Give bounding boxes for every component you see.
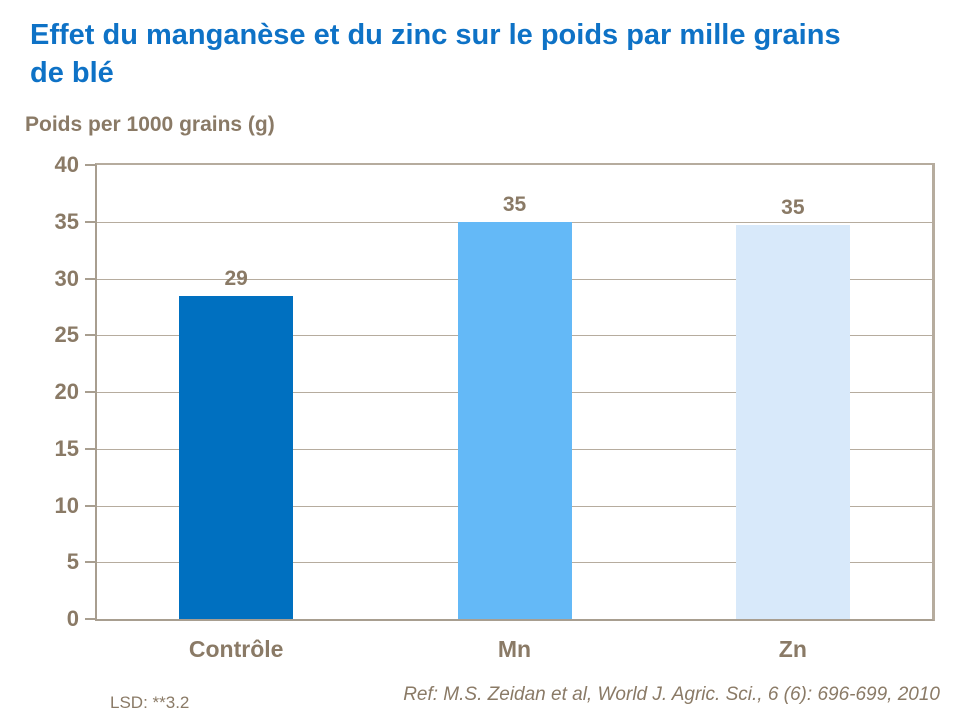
y-axis-tick-35 [85, 220, 95, 223]
y-axis-tick-label-10: 10 [54, 492, 79, 518]
bar-contr-le [179, 295, 294, 619]
y-axis-tick-label-35: 35 [54, 208, 79, 234]
bar-value-label-contr-le: 29 [224, 266, 248, 290]
y-axis-tick-30 [85, 277, 95, 280]
y-axis-tick-20 [85, 391, 95, 393]
y-axis-tick-15 [85, 447, 95, 450]
bar-zn [735, 225, 850, 619]
y-axis-tick-5 [85, 561, 95, 564]
y-axis-tick-25 [85, 334, 95, 337]
y-axis-tick-label-15: 15 [54, 435, 79, 461]
y-axis-tick-label-20: 20 [54, 379, 79, 404]
y-axis-tick-label-5: 5 [66, 549, 79, 575]
x-axis-label-mn: Mn [497, 636, 532, 662]
bar-value-label-zn: 35 [781, 196, 805, 220]
y-axis-tick-label-0: 0 [66, 606, 79, 631]
y-axis-tick-label-30: 30 [54, 265, 79, 291]
slide-title: Effet du manganèse et du zinc sur le poi… [30, 19, 841, 89]
x-axis-label-contr-le: Contrôle [188, 636, 284, 662]
bar-chart-plot-area: 0 5 10 15 20 25 30 35 40 29 Contrôle 35 Mn 35 Zn [55, 152, 935, 662]
y-axis-tick-40 [85, 164, 95, 166]
y-axis-tick-label-40: 40 [54, 152, 79, 177]
y-axis-title: Poids per 1000 grains (g) [25, 113, 275, 136]
y-axis-tick-10 [85, 504, 95, 507]
x-axis-label-zn: Zn [778, 636, 807, 662]
y-axis-tick-label-25: 25 [54, 322, 79, 348]
lsd-footnote: LSD: **3.2 [110, 693, 190, 712]
bar-mn [457, 221, 572, 619]
reference-citation: Ref: M.S. Zeidan et al, World J. Agric. … [403, 684, 940, 705]
y-axis-tick-0 [85, 618, 95, 620]
bar-value-label-mn: 35 [502, 192, 527, 216]
